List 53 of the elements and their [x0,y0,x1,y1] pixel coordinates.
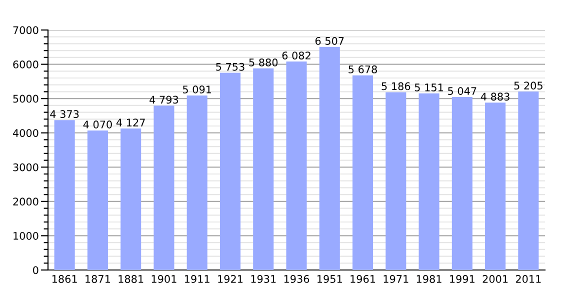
data-label: 4 070 [83,120,112,128]
y-tick-label: 2000 [13,198,38,206]
x-tick-label: 1881 [118,275,144,283]
y-tick-label: 7000 [13,26,38,34]
bar [87,130,108,270]
x-tick-label: 1931 [251,275,276,283]
y-tick-label: 3000 [13,163,38,172]
x-tick-label: 1981 [416,275,442,283]
bar [319,46,340,270]
x-tick-label: 1951 [318,275,342,283]
data-label: 4 373 [50,110,79,118]
data-label: 6 082 [282,52,310,60]
bar [253,68,274,270]
x-tick-label: 1936 [284,275,310,283]
bar [154,106,174,270]
bar [452,96,472,270]
x-tick-label: 1861 [52,275,77,283]
x-tick-label: 1871 [86,275,110,283]
x-tick-label: 1911 [184,275,210,283]
data-label: 5 047 [448,87,476,95]
data-label: 4 883 [480,92,510,101]
y-tick-label: 6000 [13,60,38,68]
data-label: 5 205 [514,82,542,90]
data-label: 5 678 [348,65,377,74]
y-tick-label: 5000 [13,94,38,103]
x-tick-label: 1961 [350,275,376,283]
data-label: 6 507 [315,37,344,45]
bar [518,92,539,270]
bar [352,75,374,270]
bar [485,102,506,270]
bar [54,120,75,270]
y-tick-label: 0 [33,266,38,274]
data-label: 5 091 [182,86,212,94]
data-label: 5 880 [249,58,278,66]
bar [286,61,307,270]
data-label: 5 151 [414,84,443,92]
x-tick-label: 1901 [152,275,176,283]
bar [386,92,406,270]
x-tick-label: 1991 [450,275,474,283]
data-label: 5 186 [382,82,410,90]
bar [220,72,241,270]
x-tick-label: 2011 [516,275,541,283]
x-tick-label: 1971 [384,275,408,283]
data-label: 4 127 [116,118,145,126]
data-label: 4 793 [150,96,178,104]
y-tick-label: 1000 [14,232,38,240]
bar [418,93,440,270]
x-tick-label: 1921 [218,275,243,283]
y-tick-label: 4000 [12,129,38,137]
x-tick-label: 2001 [482,275,508,283]
data-label: 5 753 [216,62,244,71]
bar [120,128,142,270]
bar [186,95,208,270]
